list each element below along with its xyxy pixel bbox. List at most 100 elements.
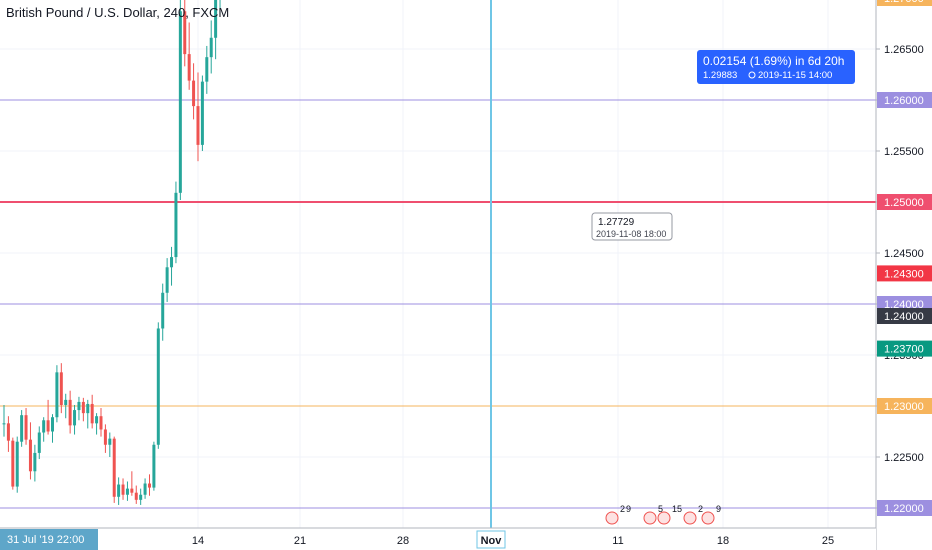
price-marker-tag <box>877 308 932 324</box>
candle[interactable] <box>130 471 134 496</box>
event-marker[interactable]: 2 <box>683 504 703 525</box>
candle-body <box>139 494 143 500</box>
event-markers[interactable]: 2 9 5 15 2 9 <box>605 504 721 525</box>
candle[interactable] <box>42 417 46 442</box>
candle[interactable] <box>2 404 6 437</box>
candle[interactable] <box>170 246 174 286</box>
candle[interactable] <box>187 22 191 90</box>
candle[interactable] <box>214 0 218 60</box>
projection-end-box <box>697 50 855 84</box>
candle-body <box>178 11 182 193</box>
event-count: 15 <box>672 504 682 514</box>
event-marker[interactable]: 15 <box>657 504 682 525</box>
candle[interactable] <box>147 474 151 496</box>
candle[interactable] <box>6 416 10 452</box>
candle-body <box>86 403 90 414</box>
candle[interactable] <box>134 485 138 504</box>
candle[interactable] <box>55 365 59 423</box>
candle-body <box>28 439 32 472</box>
candle[interactable] <box>117 477 121 505</box>
candle[interactable] <box>95 413 99 435</box>
candle[interactable] <box>33 444 37 482</box>
candle[interactable] <box>68 390 72 434</box>
candle[interactable] <box>205 45 209 94</box>
chart-title: British Pound / U.S. Dollar, 240, FXCM <box>6 5 229 20</box>
candle[interactable] <box>125 481 129 501</box>
candle[interactable] <box>73 404 77 435</box>
candle[interactable] <box>200 75 204 151</box>
candle[interactable] <box>28 422 32 480</box>
time-tick-label: 11 <box>612 535 623 547</box>
time-axis[interactable]: 142128Nov111825Nov31 Jul '19 22:00 <box>0 527 876 550</box>
candle-body <box>95 416 99 424</box>
candle[interactable] <box>178 0 182 200</box>
candle[interactable] <box>156 322 160 449</box>
candle[interactable] <box>64 393 68 419</box>
price-level-label: 1.26000 <box>884 95 924 107</box>
crosshair-time-box <box>0 529 98 550</box>
price-level-tag <box>877 194 932 210</box>
price-level-label: 1.22000 <box>884 503 924 515</box>
candle-body <box>90 403 94 424</box>
event-count: 2 <box>620 504 625 514</box>
flag-icon <box>605 511 619 525</box>
candle-body <box>42 420 46 433</box>
candle[interactable] <box>183 0 187 67</box>
candlestick-series[interactable] <box>2 0 610 505</box>
candle[interactable] <box>112 436 116 503</box>
event-marker[interactable]: 5 <box>643 504 663 525</box>
event-marker[interactable]: 9 <box>701 504 721 525</box>
candle[interactable] <box>174 181 178 264</box>
candle[interactable] <box>11 437 15 490</box>
candle-body <box>209 37 213 58</box>
candle[interactable] <box>59 363 63 414</box>
candle-body <box>6 423 10 441</box>
projection-start-box <box>591 212 673 241</box>
candle[interactable] <box>81 397 85 422</box>
candle-body <box>187 54 191 81</box>
candle[interactable] <box>165 258 169 302</box>
candle[interactable] <box>139 488 143 505</box>
candle[interactable] <box>152 441 156 491</box>
price-level-label: 1.25000 <box>884 197 924 209</box>
candle[interactable] <box>143 478 147 499</box>
projection-end-time: 2019-11-15 14:00 <box>758 70 832 81</box>
candle-body <box>99 416 103 430</box>
price-marker-tag <box>877 265 932 282</box>
candle[interactable] <box>103 424 107 453</box>
time-tick-label: 14 <box>192 535 204 547</box>
price-tick-label: 1.24500 <box>884 248 924 260</box>
candle[interactable] <box>50 414 54 443</box>
candle[interactable] <box>15 436 19 493</box>
candle-body <box>121 484 125 495</box>
candle[interactable] <box>24 408 28 445</box>
candle[interactable] <box>121 478 125 500</box>
candle-body <box>59 372 63 405</box>
candle[interactable] <box>37 426 41 460</box>
flag-icon <box>683 511 697 525</box>
candle-body <box>143 483 147 495</box>
price-axis[interactable]: 1.220001.225001.230001.235001.240001.245… <box>875 0 932 550</box>
candle[interactable] <box>192 63 196 120</box>
candle[interactable] <box>108 432 112 457</box>
candle-body <box>73 410 77 426</box>
candle[interactable] <box>99 408 103 437</box>
candle[interactable] <box>46 399 50 435</box>
candle[interactable] <box>196 72 200 162</box>
price-marker-tag <box>877 340 932 357</box>
projection-start-time: 2019-11-08 18:00 <box>596 229 666 239</box>
candle[interactable] <box>90 394 94 429</box>
candle-body <box>20 415 24 442</box>
price-marker-label: 1.23700 <box>884 344 924 356</box>
flag-icon <box>701 511 715 525</box>
candle[interactable] <box>77 396 81 421</box>
candle[interactable] <box>20 410 24 447</box>
candle[interactable] <box>86 399 90 429</box>
candle-body <box>108 438 112 445</box>
candle[interactable] <box>209 20 213 74</box>
candle[interactable] <box>161 283 165 341</box>
price-level-tag <box>877 0 932 6</box>
